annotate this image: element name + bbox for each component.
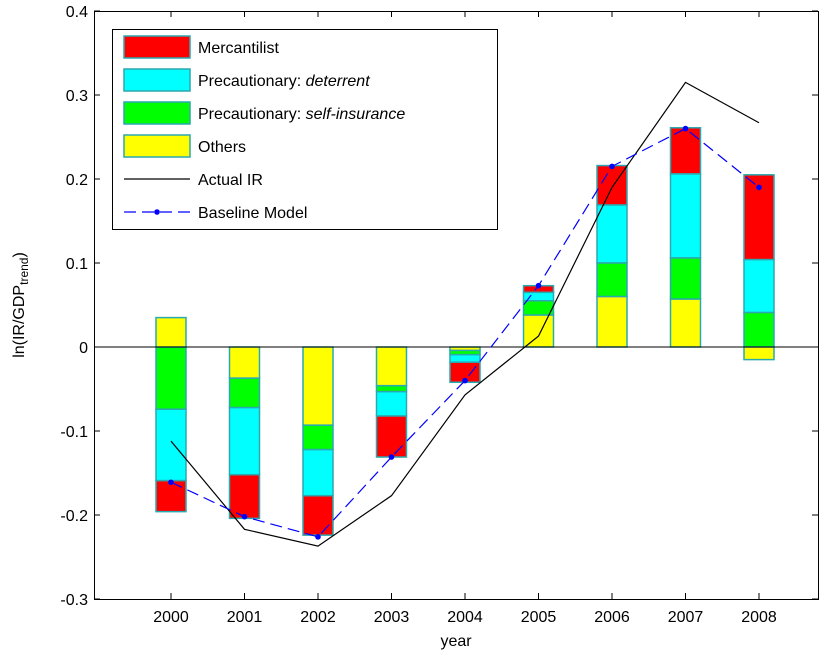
legend-entry-label: Mercantilist <box>198 40 279 57</box>
y-tick-label: -0.3 <box>60 592 88 609</box>
bar-2005-series-3 <box>522 314 555 348</box>
y-tick-label: -0.2 <box>60 508 88 525</box>
bar-2006-series-2 <box>596 262 628 298</box>
line-point-2001 <box>241 513 248 520</box>
legend-entry-label: Precautionary: deterrent <box>198 73 370 90</box>
bar-2003-series-1 <box>375 390 408 417</box>
bar-2004-series-1 <box>449 353 481 363</box>
y-tick-label: 0 <box>79 340 88 357</box>
bar-2007-series-0 <box>669 127 702 175</box>
bar-2002-series-0 <box>302 494 334 536</box>
bar-2002-series-3 <box>302 346 334 426</box>
y-tick-label: 0.2 <box>66 172 88 189</box>
legend-entry-label: Precautionary: self-insurance <box>198 106 405 123</box>
y-axis-label: ln(IR/GDPtrend) <box>11 252 31 358</box>
legend-marker <box>154 209 160 215</box>
x-tick-label: 2007 <box>668 609 704 626</box>
bar-2000-series-1 <box>155 408 187 482</box>
legend-swatch <box>123 134 191 158</box>
bars-layer <box>155 127 775 536</box>
legend-entry-label: Actual IR <box>198 172 263 189</box>
x-tick-label: 2006 <box>594 609 630 626</box>
legend: Mercantilist Precautionary: deterrent Prec… <box>112 29 498 230</box>
x-tick-label: 2002 <box>300 609 336 626</box>
bar-2001-series-1 <box>228 406 261 476</box>
y-tick-label: -0.1 <box>60 424 88 441</box>
bar-2005-series-2 <box>522 300 555 316</box>
bar-2008-series-2 <box>743 311 775 348</box>
legend-swatch <box>123 101 191 125</box>
bar-2006-series-3 <box>596 295 628 348</box>
bar-2001-series-0 <box>228 473 261 520</box>
line-point-2000 <box>168 479 174 486</box>
line-series-0 <box>170 81 760 547</box>
bar-2006-series-1 <box>596 204 628 264</box>
y-tick-label: 0.1 <box>66 256 88 273</box>
bar-2003-series-2 <box>375 384 408 393</box>
line-point-2006 <box>609 163 615 170</box>
bar-2001-series-2 <box>228 377 261 409</box>
legend-swatch <box>123 35 191 59</box>
bar-2000-series-2 <box>155 346 187 410</box>
legend-box <box>112 29 498 230</box>
x-tick-label: 2008 <box>741 609 777 626</box>
legend-swatch <box>123 68 191 92</box>
bar-2000-series-0 <box>155 479 187 513</box>
line-point-2008 <box>756 184 762 191</box>
line-point-2003 <box>388 454 395 460</box>
line-point-2007 <box>682 125 689 132</box>
x-tick-label: 2000 <box>153 609 189 626</box>
y-tick-label: 0.4 <box>66 4 88 21</box>
y-tick-label: 0.3 <box>66 88 88 105</box>
legend-entry-label: Baseline Model <box>198 205 307 222</box>
x-tick-label: 2001 <box>227 609 263 626</box>
bar-2000-series-3 <box>155 316 187 348</box>
bar-2001-series-3 <box>228 346 261 379</box>
x-tick-label: 2003 <box>374 609 410 626</box>
lines-layer <box>168 81 762 547</box>
bar-2008-series-3 <box>743 346 775 361</box>
bar-2007-series-1 <box>669 173 702 259</box>
legend-entry-label: Others <box>198 139 246 156</box>
bar-2003-series-0 <box>375 415 408 458</box>
bar-2007-series-2 <box>669 257 702 300</box>
plot-frame <box>94 11 819 600</box>
bar-2002-series-2 <box>302 424 334 451</box>
bar-2003-series-3 <box>375 346 408 387</box>
x-tick-label: 2005 <box>521 609 557 626</box>
bar-2002-series-1 <box>302 448 334 497</box>
y-axis-label-subscript: trend <box>17 258 31 285</box>
line-point-2005 <box>535 282 542 289</box>
line-point-2002 <box>315 534 321 540</box>
bar-2008-series-1 <box>743 258 775 314</box>
bar-2004-series-3 <box>449 346 481 352</box>
bar-2007-series-3 <box>669 298 702 348</box>
x-tick-label: 2004 <box>447 609 483 626</box>
axes-layer: -0.3 -0.2 -0.1 0 0.1 0.2 0.3 0.4 2000 2001 2002 200… <box>60 4 818 626</box>
line-point-2004 <box>462 377 468 384</box>
x-axis-label: year <box>440 633 472 650</box>
